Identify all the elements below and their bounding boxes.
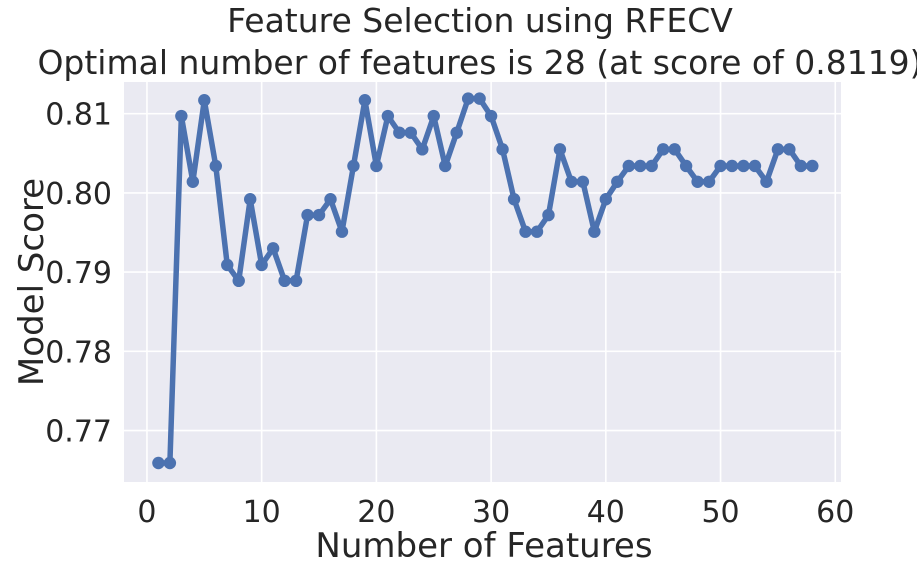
data-point bbox=[588, 225, 601, 238]
data-point bbox=[611, 175, 624, 189]
data-point bbox=[634, 159, 647, 173]
data-point bbox=[163, 456, 177, 470]
data-point bbox=[656, 143, 670, 156]
x-tick-label: 0 bbox=[137, 495, 156, 530]
data-point bbox=[496, 143, 509, 156]
data-point bbox=[358, 94, 372, 107]
grid-lines bbox=[124, 82, 841, 482]
y-axis-label: Model Score bbox=[12, 178, 52, 386]
data-point bbox=[771, 143, 785, 156]
data-point bbox=[461, 92, 475, 105]
data-point bbox=[381, 109, 395, 123]
data-point bbox=[530, 225, 544, 238]
data-point bbox=[198, 94, 211, 107]
data-point bbox=[312, 208, 326, 222]
data-point bbox=[209, 159, 222, 173]
data-point bbox=[370, 159, 383, 173]
data-point bbox=[473, 92, 486, 105]
chart-subtitle: Optimal number of features is 28 (at sco… bbox=[37, 43, 917, 82]
y-tick-label: 0.81 bbox=[45, 98, 112, 133]
data-point bbox=[565, 175, 578, 189]
data-point bbox=[266, 242, 280, 255]
data-point bbox=[484, 109, 498, 123]
plot-background bbox=[124, 82, 841, 482]
y-tick-label: 0.80 bbox=[45, 177, 112, 212]
y-tick-label: 0.77 bbox=[45, 415, 112, 450]
data-point bbox=[599, 193, 613, 206]
data-point bbox=[255, 258, 268, 272]
y-tick-label: 0.78 bbox=[45, 335, 112, 370]
x-axis-label: Number of Features bbox=[315, 526, 652, 566]
data-point bbox=[289, 274, 303, 288]
data-point bbox=[221, 258, 234, 272]
data-point bbox=[542, 208, 555, 222]
data-point bbox=[301, 208, 314, 222]
y-tick-labels: 0.77 0.78 0.79 0.80 0.81 bbox=[45, 98, 112, 450]
data-point bbox=[175, 109, 188, 123]
data-point bbox=[806, 159, 819, 173]
data-point bbox=[576, 175, 590, 189]
data-point bbox=[553, 143, 567, 156]
data-point bbox=[519, 225, 532, 238]
x-tick-label: 50 bbox=[701, 495, 739, 530]
data-point bbox=[404, 126, 417, 139]
data-point bbox=[714, 159, 727, 173]
x-tick-labels: 0 10 20 30 40 50 60 bbox=[137, 495, 854, 530]
data-point bbox=[347, 159, 360, 173]
data-point bbox=[335, 225, 349, 238]
data-point bbox=[507, 193, 521, 206]
data-point bbox=[679, 159, 693, 173]
chart-title: Feature Selection using RFECV bbox=[227, 1, 733, 40]
x-tick-label: 30 bbox=[472, 495, 510, 530]
data-point bbox=[427, 109, 440, 123]
data-point bbox=[783, 143, 796, 156]
data-point bbox=[748, 159, 762, 173]
data-point bbox=[324, 193, 337, 206]
series-line-group bbox=[152, 92, 819, 470]
data-point bbox=[278, 274, 291, 288]
data-point bbox=[393, 126, 406, 139]
data-point bbox=[622, 159, 635, 173]
data-point bbox=[760, 175, 773, 189]
data-point bbox=[186, 175, 200, 189]
data-point bbox=[794, 159, 808, 173]
data-point bbox=[668, 143, 681, 156]
data-point bbox=[232, 274, 245, 288]
x-tick-label: 40 bbox=[587, 495, 625, 530]
data-point bbox=[439, 159, 452, 173]
x-tick-label: 60 bbox=[816, 495, 854, 530]
data-point bbox=[243, 193, 257, 206]
data-point bbox=[725, 159, 739, 173]
data-point bbox=[737, 159, 750, 173]
x-tick-label: 10 bbox=[243, 495, 281, 530]
data-point bbox=[645, 159, 658, 173]
data-point bbox=[416, 143, 429, 156]
x-tick-label: 20 bbox=[357, 495, 395, 530]
data-point bbox=[152, 456, 165, 470]
data-point bbox=[450, 126, 463, 139]
data-point bbox=[702, 175, 716, 189]
y-tick-label: 0.79 bbox=[45, 256, 112, 291]
data-point bbox=[691, 175, 704, 189]
